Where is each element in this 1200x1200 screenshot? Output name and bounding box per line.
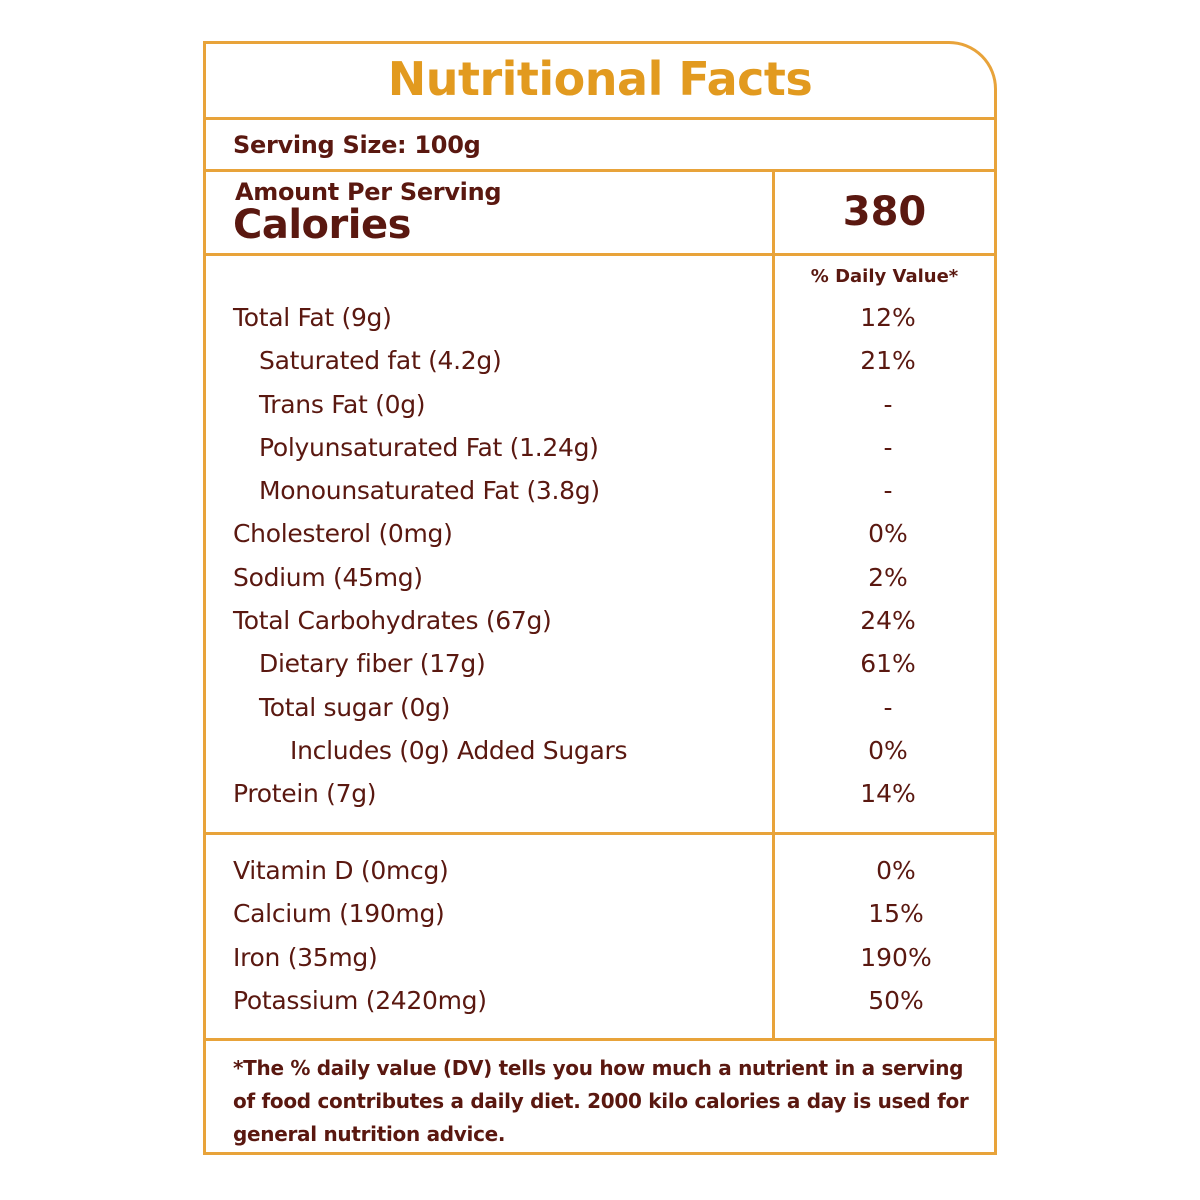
nutrient-label: Saturated fat (4.2g) — [259, 346, 502, 375]
nutrient-label: Total sugar (0g) — [259, 693, 451, 722]
nutrient-daily-value: - — [883, 476, 893, 505]
nutrient-label: Trans Fat (0g) — [259, 390, 426, 419]
nutrient-daily-value: 0% — [868, 519, 908, 548]
nutrient-daily-value: 12% — [860, 303, 916, 332]
divider-title — [206, 117, 994, 120]
divider-calories — [206, 253, 994, 256]
vitamin-label: Vitamin D (0mcg) — [233, 856, 449, 885]
panel-title: Nutritional Facts — [387, 52, 813, 106]
nutrient-label: Total Fat (9g) — [233, 303, 392, 332]
nutrition-facts-panel: Nutritional Facts Serving Size: 100g Amo… — [203, 41, 997, 1155]
nutrient-daily-value: - — [883, 433, 893, 462]
nutrient-label: Total Carbohydrates (67g) — [233, 606, 552, 635]
nutrient-daily-value: 14% — [860, 779, 916, 808]
nutrient-label: Dietary fiber (17g) — [259, 649, 486, 678]
calories-label: Calories — [233, 202, 411, 248]
vitamin-daily-value: 190% — [860, 943, 932, 972]
nutrient-daily-value: 0% — [868, 736, 908, 765]
daily-value-header: % Daily Value* — [810, 266, 959, 287]
column-divider — [772, 170, 775, 1038]
divider-footnote — [206, 1038, 994, 1041]
vitamin-daily-value: 15% — [868, 899, 924, 928]
nutrient-label: Includes (0g) Added Sugars — [290, 736, 628, 765]
divider-serving — [206, 169, 994, 172]
nutrient-label: Sodium (45mg) — [233, 563, 423, 592]
nutrient-label: Monounsaturated Fat (3.8g) — [259, 476, 600, 505]
amount-per-serving: Amount Per Serving — [235, 178, 502, 206]
nutrient-daily-value: 2% — [868, 563, 908, 592]
nutrient-label: Polyunsaturated Fat (1.24g) — [259, 433, 599, 462]
vitamin-label: Potassium (2420mg) — [233, 986, 487, 1015]
serving-size: Serving Size: 100g — [233, 131, 481, 159]
nutrient-daily-value: 24% — [860, 606, 916, 635]
nutrient-daily-value: 61% — [860, 649, 916, 678]
nutrient-daily-value: 21% — [860, 346, 916, 375]
vitamin-daily-value: 0% — [876, 856, 916, 885]
vitamin-daily-value: 50% — [868, 986, 924, 1015]
nutrient-daily-value: - — [883, 693, 893, 722]
footnote: *The % daily value (DV) tells you how mu… — [233, 1056, 969, 1146]
nutrient-label: Cholesterol (0mg) — [233, 519, 453, 548]
calories-value: 380 — [842, 189, 927, 235]
nutrient-daily-value: - — [883, 390, 893, 419]
nutrient-label: Protein (7g) — [233, 779, 377, 808]
vitamin-label: Iron (35mg) — [233, 943, 378, 972]
vitamin-label: Calcium (190mg) — [233, 899, 445, 928]
divider-vitamins — [206, 832, 994, 835]
